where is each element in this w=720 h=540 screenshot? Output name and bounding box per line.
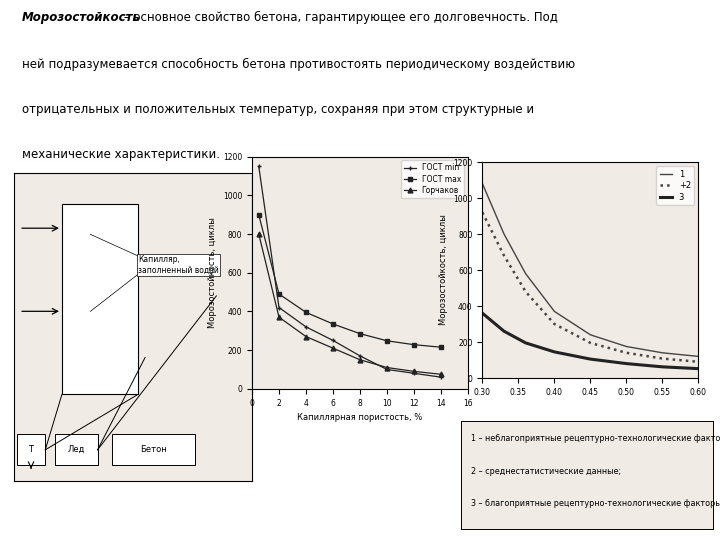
+2	[550, 321, 559, 327]
Горчаков	[254, 231, 263, 237]
Горчаков	[302, 333, 310, 340]
Горчаков	[383, 364, 392, 371]
Text: механические характеристики.: механические характеристики.	[22, 148, 220, 161]
ГОСТ min	[356, 353, 364, 359]
ГОСТ max	[356, 330, 364, 337]
3	[622, 360, 631, 367]
ГОСТ min	[383, 366, 392, 373]
ГОСТ max	[274, 291, 283, 297]
3	[658, 363, 667, 370]
ГОСТ min	[410, 370, 418, 376]
Text: Лед: Лед	[68, 446, 85, 454]
+2	[694, 359, 703, 365]
1	[694, 353, 703, 360]
Bar	[17, 434, 45, 465]
ГОСТ min	[254, 163, 263, 170]
Text: отрицательных и положительных температур, сохраняя при этом структурные и: отрицательных и положительных температур…	[22, 103, 534, 116]
Bar	[55, 434, 98, 465]
Горчаков	[410, 368, 418, 375]
X-axis label: Капиллярная пористость, %: Капиллярная пористость, %	[297, 413, 423, 422]
ГОСТ min	[436, 374, 445, 380]
3	[586, 356, 595, 362]
Line: +2: +2	[482, 212, 698, 362]
ГОСТ max	[383, 338, 392, 344]
Legend: 1, +2, 3: 1, +2, 3	[656, 166, 694, 205]
1	[550, 308, 559, 315]
ГОСТ max	[410, 341, 418, 348]
3	[521, 340, 530, 346]
ГОСТ min	[274, 304, 283, 310]
+2	[622, 349, 631, 356]
1	[586, 332, 595, 338]
Text: 3 – благоприятные рецептурно-технологические факторы: 3 – благоприятные рецептурно-технологиче…	[471, 499, 720, 508]
Bar	[112, 434, 195, 465]
Y-axis label: Морозостойкость, циклы: Морозостойкость, циклы	[438, 214, 448, 326]
+2	[521, 288, 530, 295]
ГОСТ min	[302, 323, 310, 330]
Горчаков	[436, 371, 445, 377]
ГОСТ max	[328, 321, 337, 327]
Text: 1 – неблагоприятные рецептурно-технологические факторы;: 1 – неблагоприятные рецептурно-технологи…	[471, 434, 720, 443]
+2	[478, 209, 487, 215]
Text: Бетон: Бетон	[140, 446, 167, 454]
1	[622, 343, 631, 350]
Text: – основное свойство бетона, гарантирующее его долговечность. Под: – основное свойство бетона, гарантирующе…	[120, 11, 557, 24]
3	[694, 366, 703, 372]
Text: Т: Т	[29, 446, 34, 454]
3	[500, 328, 508, 334]
3	[550, 349, 559, 355]
ГОСТ min	[328, 337, 337, 343]
Горчаков	[328, 345, 337, 352]
Line: 3: 3	[482, 313, 698, 369]
ГОСТ max	[302, 309, 310, 315]
1	[500, 231, 508, 237]
1	[478, 180, 487, 187]
+2	[586, 340, 595, 346]
Горчаков	[274, 314, 283, 320]
Text: Капилляр,
заполненный водой: Капилляр, заполненный водой	[138, 255, 219, 275]
Legend: ГОСТ min, ГОСТ max, Горчаков: ГОСТ min, ГОСТ max, Горчаков	[401, 160, 464, 198]
ГОСТ max	[254, 211, 263, 218]
Line: Горчаков: Горчаков	[256, 232, 444, 377]
Y-axis label: Морозостойкость, циклы: Морозостойкость, циклы	[208, 217, 217, 328]
Bar	[62, 204, 138, 394]
Text: 2 – среднестатистические данные;: 2 – среднестатистические данные;	[471, 467, 621, 476]
Горчаков	[356, 356, 364, 363]
Line: ГОСТ min: ГОСТ min	[256, 164, 444, 380]
1	[658, 349, 667, 356]
Line: 1: 1	[482, 184, 698, 356]
Line: ГОСТ max: ГОСТ max	[256, 212, 444, 349]
1	[521, 271, 530, 277]
+2	[658, 355, 667, 362]
ГОСТ max	[436, 344, 445, 350]
Text: ней подразумевается способность бетона противостоять периодическому воздействию: ней подразумевается способность бетона п…	[22, 58, 575, 71]
+2	[500, 252, 508, 259]
Text: Морозостойкость: Морозостойкость	[22, 11, 140, 24]
3	[478, 310, 487, 316]
